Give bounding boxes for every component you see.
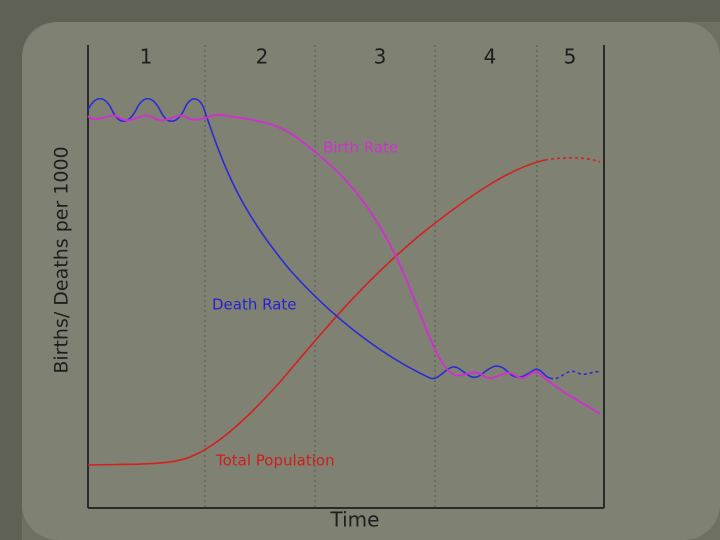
death-rate-curve-projection <box>549 370 601 380</box>
stage-label: 3 <box>374 45 387 69</box>
y-axis-label: Births/ Deaths per 1000 <box>51 146 73 373</box>
population-label: Total Population <box>215 452 335 470</box>
death-rate-label: Death Rate <box>212 296 297 314</box>
stage-label: 1 <box>140 45 153 69</box>
population-curve <box>87 159 546 466</box>
stage-label: 5 <box>564 45 577 69</box>
birth-rate-curve <box>87 113 601 415</box>
death-rate-curve <box>87 97 551 380</box>
x-axis-label: Time <box>330 508 380 532</box>
stage-label: 4 <box>484 45 497 69</box>
panel <box>22 22 720 540</box>
stage-label: 2 <box>256 45 269 69</box>
birth-rate-label: Birth Rate <box>323 139 398 157</box>
stage-dividers <box>204 45 538 508</box>
chart: 1 2 3 4 5 Births/ Deaths per 1000 Time B… <box>51 45 605 532</box>
stage-labels: 1 2 3 4 5 <box>140 45 577 69</box>
